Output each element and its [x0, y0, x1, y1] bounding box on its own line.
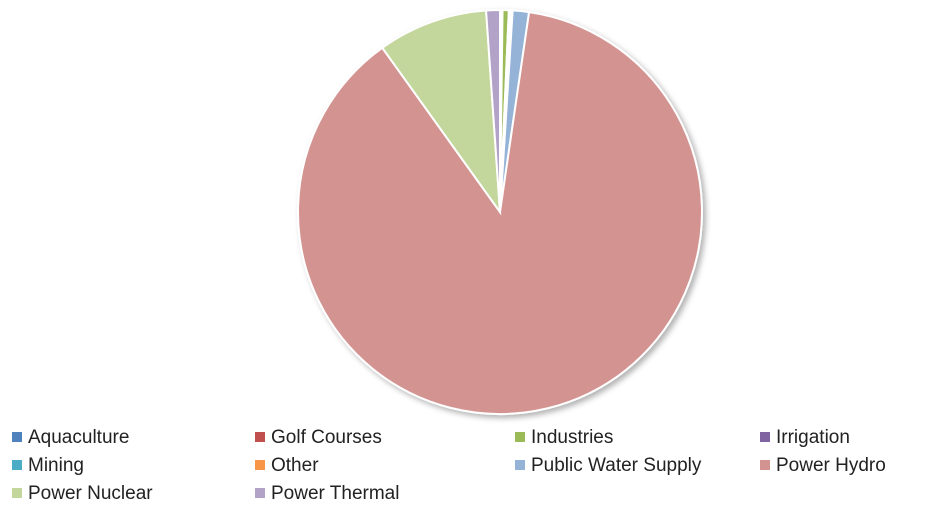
legend-swatch	[760, 460, 770, 470]
pie-slice	[484, 8, 501, 213]
legend-label: Power Nuclear	[28, 483, 153, 504]
pie-slice	[380, 9, 502, 216]
pie	[297, 8, 703, 415]
legend-label: Public Water Supply	[531, 455, 702, 476]
legend-label: Industries	[531, 427, 613, 448]
legend: Aquaculture Golf Courses Industries Irrigat…	[12, 427, 886, 504]
legend-label: Irrigation	[776, 427, 850, 448]
legend-swatch	[12, 432, 22, 442]
legend-swatch	[255, 432, 265, 442]
legend-label: Power Thermal	[271, 483, 399, 504]
legend-swatch	[12, 460, 22, 470]
legend-swatch	[255, 460, 265, 470]
legend-label: Golf Courses	[271, 427, 382, 448]
legend-swatch	[12, 488, 22, 498]
legend-label: Aquaculture	[28, 427, 129, 448]
legend-swatch	[515, 432, 525, 442]
legend-swatch	[515, 460, 525, 470]
legend-label: Other	[271, 455, 319, 476]
legend-swatch	[760, 432, 770, 442]
legend-label: Mining	[28, 455, 84, 476]
legend-label: Power Hydro	[776, 455, 886, 476]
legend-swatch	[255, 488, 265, 498]
